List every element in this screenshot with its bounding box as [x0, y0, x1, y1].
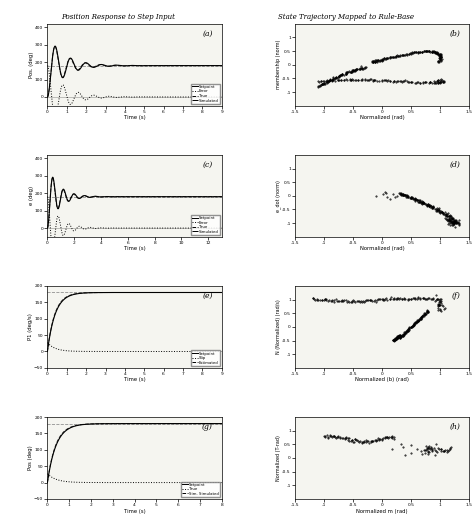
Legend: Setpoint, Slip, Estimated: Setpoint, Slip, Estimated	[191, 351, 220, 366]
X-axis label: Time (s): Time (s)	[124, 508, 146, 514]
Legend: Setpoint, True, Sim. Simulated: Setpoint, True, Sim. Simulated	[181, 482, 220, 497]
Text: (h): (h)	[450, 423, 461, 431]
X-axis label: Time (s): Time (s)	[124, 378, 146, 382]
Legend: Setpoint, Error, True, Simulated: Setpoint, Error, True, Simulated	[191, 215, 220, 235]
Y-axis label: e (deg): e (deg)	[28, 186, 34, 205]
Text: (c): (c)	[203, 161, 213, 168]
X-axis label: Time (s): Time (s)	[124, 115, 146, 120]
Text: (a): (a)	[202, 30, 213, 37]
Y-axis label: P1 (deg/s): P1 (deg/s)	[27, 314, 33, 341]
Text: (f): (f)	[452, 291, 461, 300]
X-axis label: Normalized (rad): Normalized (rad)	[360, 115, 404, 120]
Y-axis label: Pos (deg): Pos (deg)	[27, 446, 33, 470]
X-axis label: Normalized (rad): Normalized (rad)	[360, 247, 404, 251]
Y-axis label: N (Normalized) (rad/s): N (Normalized) (rad/s)	[276, 299, 281, 354]
X-axis label: Normalized (b) (rad): Normalized (b) (rad)	[355, 378, 409, 382]
Text: (d): (d)	[450, 161, 461, 168]
Y-axis label: Pos. (deg): Pos. (deg)	[28, 52, 34, 78]
Y-axis label: e_dot (norm): e_dot (norm)	[275, 180, 281, 212]
X-axis label: Normalized m (rad): Normalized m (rad)	[356, 508, 408, 514]
Text: State Trajectory Mapped to Rule-Base: State Trajectory Mapped to Rule-Base	[278, 13, 414, 21]
X-axis label: Time (s): Time (s)	[124, 247, 146, 251]
Y-axis label: Normalized (T-rad): Normalized (T-rad)	[276, 435, 281, 481]
Text: Position Response to Step Input: Position Response to Step Input	[62, 13, 175, 21]
Text: (g): (g)	[202, 423, 213, 431]
Legend: Setpoint, Error, True, Simulated: Setpoint, Error, True, Simulated	[191, 83, 220, 103]
Text: (b): (b)	[450, 30, 461, 37]
Y-axis label: membership (norm): membership (norm)	[276, 40, 281, 89]
Text: (e): (e)	[202, 291, 213, 300]
